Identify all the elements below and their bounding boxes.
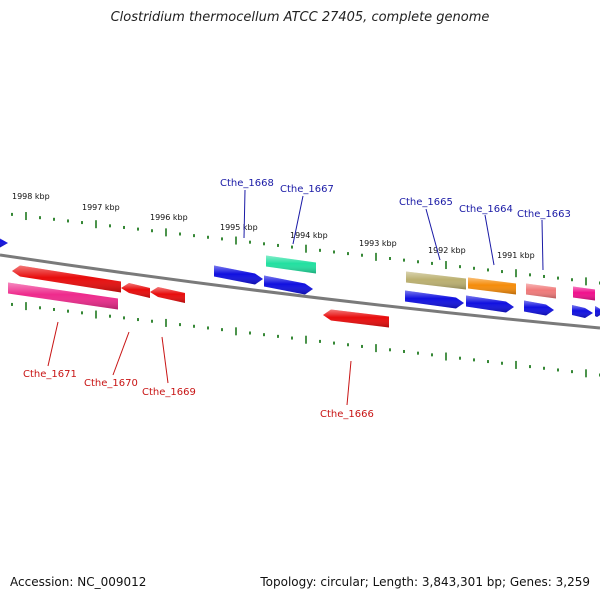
gene-cthe-1663-salmon-shade xyxy=(526,283,556,299)
gene-label-cthe-1667: Cthe_1667 xyxy=(280,184,334,195)
gene-cthe-1671-pink xyxy=(8,282,118,310)
gene-cthe-1667-teal-shade xyxy=(266,255,316,274)
gene-label-lines xyxy=(47,189,544,406)
gene-cthe-1665-olive xyxy=(406,271,466,290)
gene-right-blue-b-shade xyxy=(595,306,600,317)
gene-cthe-1668 xyxy=(214,265,263,285)
gene-cthe-1669 xyxy=(150,287,185,303)
gene-right-blue-a-shade xyxy=(572,305,593,318)
scale-label-1994: 1994 kbp xyxy=(290,231,328,240)
gene-label-cthe-1671: Cthe_1671 xyxy=(23,369,77,380)
scale-label-1992: 1992 kbp xyxy=(428,246,466,255)
gene-cthe-1668-shade xyxy=(214,265,263,285)
scale-labels: 1998 kbp 1997 kbp 1996 kbp 1995 kbp 1994… xyxy=(12,192,535,260)
gene-label-cthe-1666: Cthe_1666 xyxy=(320,409,374,420)
gene-cthe-1666 xyxy=(323,309,389,328)
gene-cthe-1664-orange-shade xyxy=(468,277,516,295)
genome-backbone xyxy=(0,253,600,330)
map-title: Clostridium thermocellum ATCC 27405, com… xyxy=(110,10,490,25)
scale-ticks xyxy=(11,212,600,378)
gene-cthe-1664-shade xyxy=(466,295,514,313)
gene-label-cthe-1668: Cthe_1668 xyxy=(220,178,274,189)
accession-label: Accession: NC_009012 xyxy=(10,575,147,589)
gene-cthe-1667-teal xyxy=(266,255,316,274)
gene-edge-left xyxy=(0,238,8,248)
gene-cthe-1667 xyxy=(264,275,313,295)
gene-labels: Cthe_1668 Cthe_1667 Cthe_1665 Cthe_1664 … xyxy=(23,178,571,420)
gene-right-magenta-shade xyxy=(573,286,595,301)
genes xyxy=(0,238,600,328)
gene-label-cthe-1669: Cthe_1669 xyxy=(142,387,196,398)
gene-cthe-1669-shade xyxy=(150,287,185,303)
gene-cthe-1671-pink-shade xyxy=(8,282,118,310)
gene-cthe-1664-orange xyxy=(468,277,516,295)
gene-label-cthe-1670: Cthe_1670 xyxy=(84,378,138,389)
genome-summary: Topology: circular; Length: 3,843,301 bp… xyxy=(260,575,590,589)
gene-cthe-1671-red-shade xyxy=(12,265,121,293)
scale-label-1996: 1996 kbp xyxy=(150,213,188,222)
gene-cthe-1665-olive-shade xyxy=(406,271,466,290)
gene-cthe-1667-shade xyxy=(264,275,313,295)
scale-label-1997: 1997 kbp xyxy=(82,203,120,212)
gene-cthe-1670 xyxy=(121,283,150,298)
gene-label-cthe-1665: Cthe_1665 xyxy=(399,197,453,208)
gene-right-magenta xyxy=(573,286,595,301)
gene-cthe-1666-shade xyxy=(323,309,389,328)
gene-cthe-1663-shade xyxy=(524,300,554,316)
gene-cthe-1663 xyxy=(524,300,554,316)
scale-label-1995: 1995 kbp xyxy=(220,223,258,232)
scale-label-1993: 1993 kbp xyxy=(359,239,397,248)
scale-label-1991: 1991 kbp xyxy=(497,251,535,260)
gene-cthe-1663-salmon xyxy=(526,283,556,299)
gene-label-cthe-1664: Cthe_1664 xyxy=(459,204,513,215)
gene-cthe-1671-red xyxy=(12,265,121,293)
gene-label-cthe-1663: Cthe_1663 xyxy=(517,209,571,220)
gene-right-blue-a xyxy=(572,305,593,318)
gene-right-blue-b xyxy=(595,306,600,317)
scale-label-1998: 1998 kbp xyxy=(12,192,50,201)
gene-cthe-1665-shade xyxy=(405,290,464,309)
gene-cthe-1664 xyxy=(466,295,514,313)
gene-edge-left-shade xyxy=(0,238,8,248)
gene-cthe-1665 xyxy=(405,290,464,309)
gene-cthe-1670-shade xyxy=(121,283,150,298)
